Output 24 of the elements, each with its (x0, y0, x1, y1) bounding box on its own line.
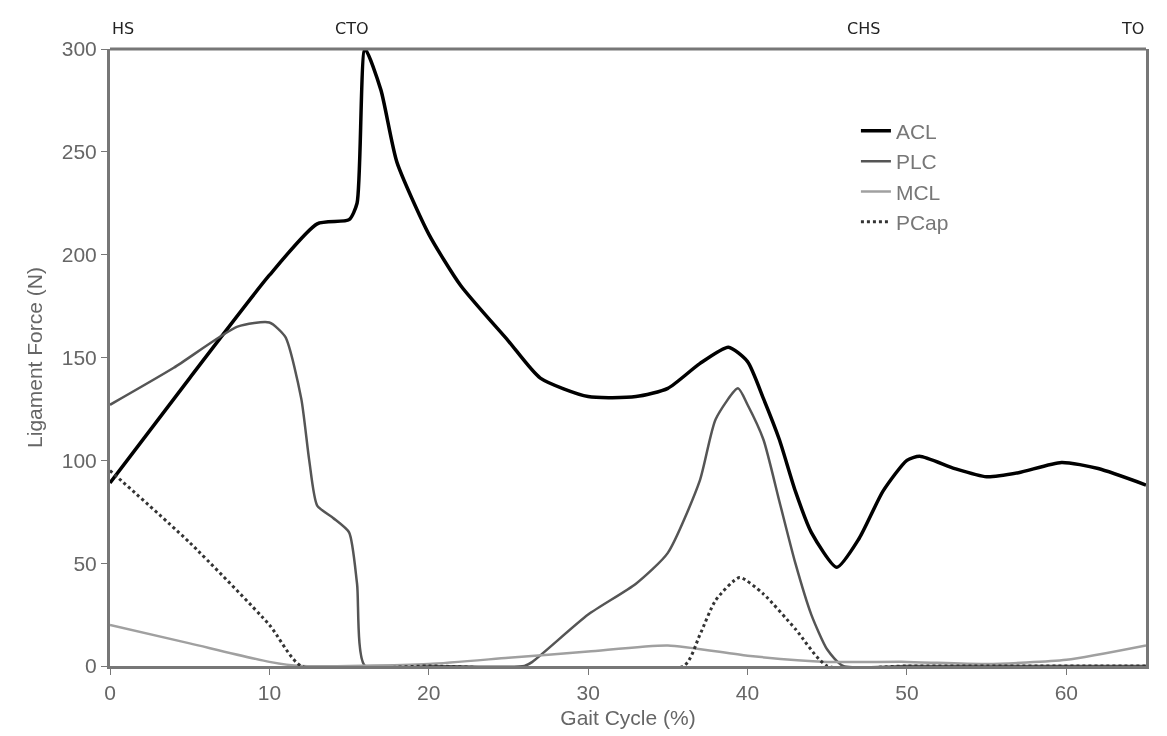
x-tick-label: 50 (895, 681, 919, 705)
y-tick-label: 50 (73, 551, 97, 575)
legend-label: PCap (895, 210, 949, 234)
x-tick-label: 30 (576, 681, 600, 705)
x-tick-label: 40 (735, 681, 760, 705)
x-tick-label: 0 (104, 681, 116, 705)
legend-label: ACL (895, 120, 937, 144)
text: CTO (335, 19, 369, 38)
y-tick-label: 100 (61, 448, 97, 472)
legend-label: PLC (895, 150, 937, 174)
y-tick-label: 200 (61, 243, 97, 267)
y-tick-label: 0 (85, 654, 97, 678)
x-tick-label: 60 (1054, 681, 1078, 705)
y-tick-label: 300 (61, 37, 97, 61)
x-tick-label: 20 (417, 681, 441, 705)
x-tick-label: 10 (257, 681, 282, 705)
text: HS (112, 19, 135, 38)
text: CHS (847, 19, 881, 38)
y-tick-label: 150 (61, 345, 97, 369)
x-axis-title: Gait Cycle (%) (560, 706, 696, 730)
y-axis-title: Ligament Force (N) (22, 267, 46, 448)
text: TO (1121, 19, 1145, 38)
legend-label: MCL (895, 180, 941, 204)
y-tick-label: 250 (61, 140, 97, 164)
